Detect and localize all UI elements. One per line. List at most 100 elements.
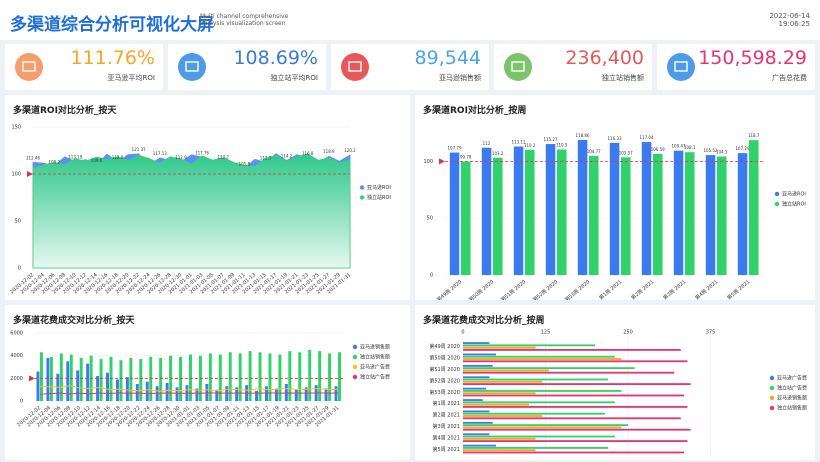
bar [463,410,490,413]
data-label: 99.78 [460,155,472,160]
bar [99,359,103,401]
data-label: 109.6 [91,158,103,163]
data-label: 114.2 [281,154,293,159]
bar [238,353,242,401]
bar [463,440,688,443]
bar [149,356,153,401]
legend-swatch [352,344,358,350]
bar [119,360,123,401]
bar [463,369,549,372]
bar [288,351,292,401]
page-title: 多渠道综合分析可视化大屏 [10,15,214,35]
bar [165,382,169,401]
kpi-card: 89,544 亚马逊销售额 [331,44,489,90]
bar [461,161,471,275]
bar [106,372,109,401]
x-tick-label: 375 [706,330,716,336]
y-tick-label: 6000 [10,331,23,337]
y-tick-label: 150 [11,125,21,131]
bar [274,388,278,401]
x-tick-label: 0 [461,330,464,336]
bar [463,444,496,447]
bar [268,353,272,401]
icon-shape [348,61,362,72]
bar [463,447,609,449]
y-tick-label: 第3周 2021 [433,423,461,430]
bar [225,386,229,401]
legend-swatch [769,375,775,381]
data-label: 117.76 [195,150,209,155]
data-label: 103.2 [492,151,504,156]
area [32,153,351,269]
x-tick-label: 第1周 2021 [598,278,624,300]
line [39,385,339,392]
x-tick-label: 第2周 2021 [630,278,656,300]
data-label: 112.3 [260,155,272,160]
kpi-label: 独立站平均ROI [270,74,318,82]
legend-label: 独立站ROI [782,201,806,208]
bar [179,356,183,401]
bar [228,352,232,401]
mark-arrow [29,375,35,382]
chart-title: 多渠道花费成交对比分析_按周 [423,316,545,326]
chart: 亚马逊销售额独立站销售额亚马逊广告费独立站广告费0200040006000202… [10,331,390,429]
bar [463,401,615,404]
bar [463,390,622,392]
kpi-icon [178,53,206,81]
bar [463,405,688,408]
bar [463,344,595,347]
y-tick-label: 第5周 2021 [433,446,461,453]
mark-arrow [27,171,33,177]
bar [513,146,524,275]
chart-panel: 多渠道花费成交对比分析_按天 亚马逊销售额 独立站销售额 亚马逊广告费 独立站广告费 0 2… [5,305,410,460]
bar [79,357,83,401]
bar [308,350,312,401]
bar [318,351,322,401]
legend-label: 亚马逊ROI [367,184,391,191]
chart-panel: 多渠道ROI对比分析_按天 亚马逊ROI 独立站ROI 0 50 100 150 2020-1… [5,95,410,300]
data-label: 113.2 [217,155,229,160]
icon-glyph [185,61,199,72]
data-label: 115.27 [544,137,558,142]
data-label: 106.59 [651,147,665,152]
bar [463,380,543,383]
data-label: 105.52 [704,148,718,153]
kpi-icon [341,53,369,81]
y-tick-label: 第52周 2020 [429,377,460,384]
bar [463,437,536,440]
time: 19:06:25 [778,20,810,28]
y-tick-label: 100 [11,172,21,178]
y-tick-label: 50 [15,219,21,225]
x-tick-label: 第3周 2021 [662,278,688,300]
kpi-label: 亚马逊平均ROI [107,74,155,82]
bar [463,378,609,381]
chart-title: 多渠道ROI对比分析_按天 [13,106,117,116]
bar [463,399,483,401]
bar [46,357,50,401]
kpi-label: 亚马逊销售额 [439,74,481,82]
bar [463,371,675,374]
kpi-card: 150,598.29 广告总花费 [657,44,815,90]
bar [463,376,490,379]
data-label: 112 [483,141,491,146]
data-label: 103.57 [619,150,633,155]
chart-title: 多渠道ROI对比分析_按周 [423,106,527,116]
legend-swatch [769,395,775,401]
icon-glyph [348,61,362,72]
bar [557,149,567,275]
y-tick-label: 第4周 2021 [433,434,461,441]
data-label: 118.7 [748,133,760,138]
y-tick-label: 4000 [10,353,23,359]
bar [463,412,605,415]
data-label: 110.5 [556,142,568,147]
kpi-card: 111.76% 亚马逊平均ROI [5,44,163,90]
bar [641,142,652,275]
legend-swatch [359,195,365,200]
bar [338,352,341,401]
y-tick-label: 0 [20,399,23,405]
kpi-value: 236,400 [565,47,644,69]
data-label: 112.9 [175,155,187,160]
data-label: 116.33 [608,136,622,141]
bar [145,381,149,401]
legend-label: 独立站ROI [367,194,391,201]
